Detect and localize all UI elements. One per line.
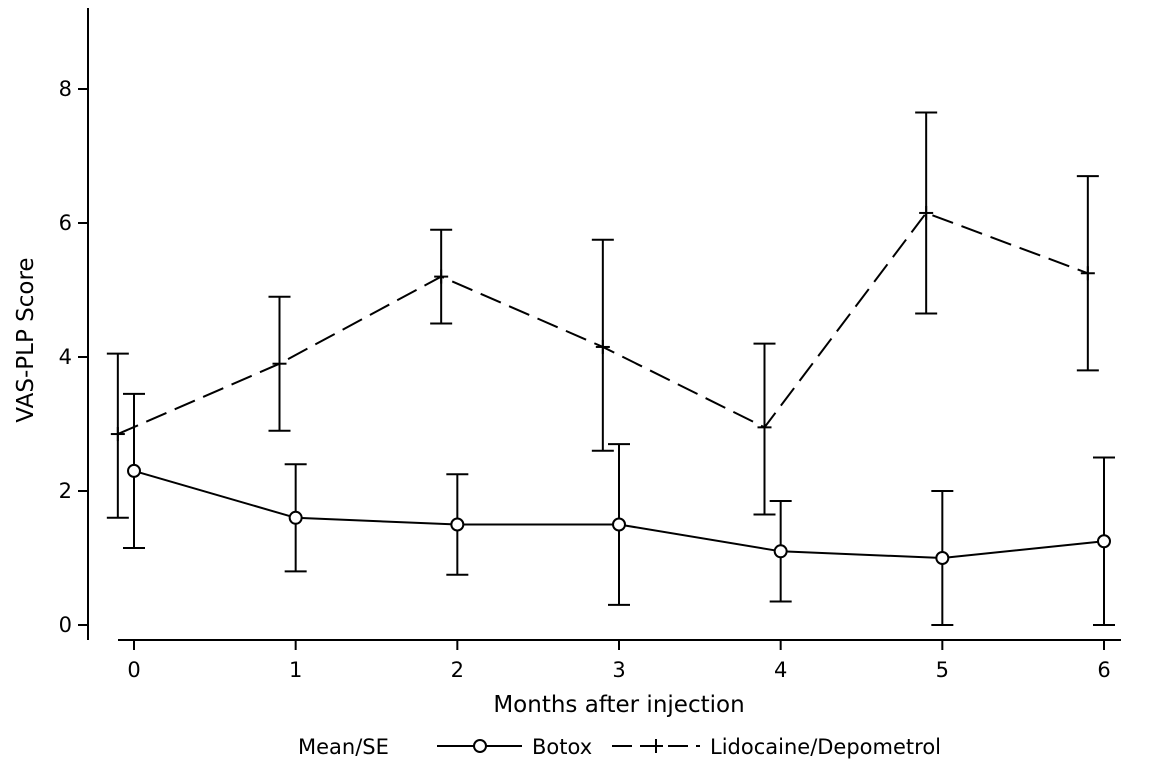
legend-item-botox: Botox bbox=[437, 735, 592, 759]
botox-point bbox=[127, 463, 141, 478]
legend-title: Mean/SE bbox=[298, 735, 389, 759]
y-tick-label: 4 bbox=[59, 345, 72, 369]
markers-layer bbox=[110, 205, 1111, 565]
legend-item-lidocaine: Lidocaine/Depometrol bbox=[612, 735, 941, 759]
x-tick-label: 5 bbox=[936, 658, 949, 682]
x-tick-label: 1 bbox=[289, 658, 302, 682]
legend: Mean/SE Botox Lidocaine/Depometrol bbox=[298, 735, 941, 759]
x-axis-title: Months after injection bbox=[493, 692, 744, 718]
y-tick-label: 2 bbox=[59, 479, 72, 503]
x-tick-label: 4 bbox=[774, 658, 787, 682]
botox-point bbox=[1097, 534, 1111, 549]
botox-point bbox=[288, 510, 303, 525]
axes-layer: 0 2 4 6 8 0 1 2 3 4 5 6 bbox=[59, 8, 1121, 682]
y-tick-label: 0 bbox=[59, 613, 72, 637]
errorbars-layer bbox=[106, 111, 1115, 626]
x-tick-label: 2 bbox=[451, 658, 464, 682]
x-tick-label: 3 bbox=[612, 658, 625, 682]
botox-point bbox=[773, 544, 788, 559]
y-tick-label: 6 bbox=[59, 211, 72, 235]
legend-lidocaine-label: Lidocaine/Depometrol bbox=[710, 735, 941, 759]
y-tick-label: 8 bbox=[59, 77, 72, 101]
y-axis-title: VAS-PLP Score bbox=[13, 257, 39, 422]
legend-botox-circle-icon bbox=[473, 739, 487, 753]
botox-point bbox=[935, 551, 950, 565]
x-tick-label: 0 bbox=[127, 658, 140, 682]
botox-point bbox=[450, 517, 465, 532]
lines-layer bbox=[117, 211, 1105, 560]
botox-point bbox=[612, 517, 626, 532]
x-tick-label: 6 bbox=[1097, 658, 1110, 682]
legend-botox-label: Botox bbox=[532, 735, 592, 759]
